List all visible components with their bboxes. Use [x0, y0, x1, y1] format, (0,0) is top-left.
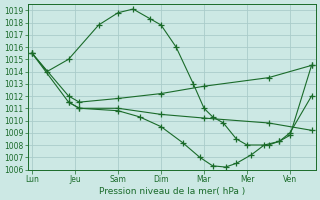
X-axis label: Pression niveau de la mer( hPa ): Pression niveau de la mer( hPa ): [99, 187, 245, 196]
